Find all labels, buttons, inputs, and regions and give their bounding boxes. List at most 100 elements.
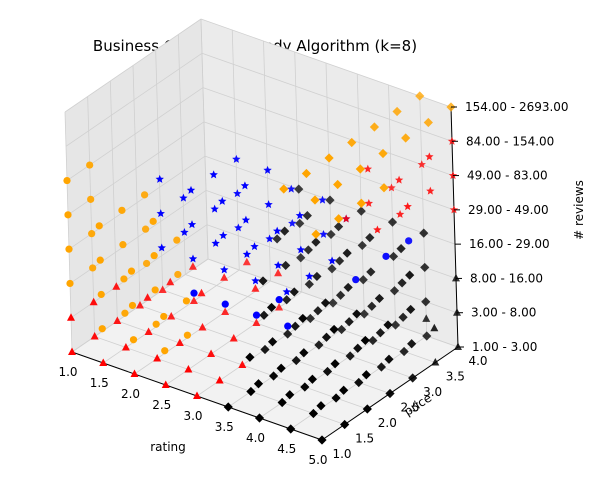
point-black [311,237,321,247]
point-orange [150,252,158,260]
reviews-tick-label: 154.00 - 2693.00 [465,100,569,114]
point-blue [220,265,229,274]
point-black [266,302,277,313]
point-black [398,312,408,322]
reviews-tick-label: 16.00 - 29.00 [469,237,550,251]
point-red-star [425,152,434,161]
point-orange [129,336,138,344]
point-black [339,385,349,395]
reviews-gridline [201,52,453,142]
point-blue [327,256,337,265]
point-red-star [387,183,396,192]
point-blue [305,271,314,280]
point-red [275,303,284,311]
point-blue [155,174,164,183]
point-red-star [403,202,412,211]
point-orange [66,279,74,288]
point-orange-diamond [378,148,388,159]
point-black [333,222,344,232]
price-gridline [64,111,73,353]
point-orange [95,222,103,230]
point-black [294,184,304,194]
point-black [405,270,415,280]
point-black [282,295,292,305]
point-black [321,332,332,342]
point-blue [282,287,291,296]
point-red [161,380,170,388]
point-black [313,306,323,316]
point-blue-circle [382,252,390,260]
point-blue [264,200,273,209]
point-blue [273,260,283,269]
point-red [153,354,162,362]
point-black [325,195,335,205]
point-black [314,340,324,350]
point-blue [209,170,218,179]
point-orange [174,270,182,279]
point-blue [265,234,274,243]
point-orange-diamond [311,229,321,239]
point-blue-circle [252,311,261,319]
point-blue [211,238,220,247]
point-blue [233,189,242,198]
point-red [184,365,193,373]
point-orange [65,245,73,253]
rating-gridline [356,73,365,315]
point-black [419,228,429,238]
point-black [245,352,255,362]
point-black-triangle [431,358,440,366]
point-black [331,393,341,403]
reviews-gridline [200,18,452,108]
point-black [268,371,279,381]
point-red-star [426,186,435,195]
point-black [357,240,367,251]
rating-gridline [231,29,240,271]
reviews-tick-label: 49.00 - 83.00 [467,169,548,183]
point-orange [120,275,128,283]
point-blue [295,211,305,220]
point-red [215,376,224,384]
point-orange-diamond [279,184,289,194]
price-tick-label: 2.5 [400,401,419,415]
point-blue [240,181,250,190]
point-black [340,419,350,430]
point-orange [127,267,136,275]
point-black [254,413,265,423]
point-blue-circle [190,289,198,297]
point-orange [89,264,97,272]
point-red [90,332,99,340]
point-blue [210,204,219,213]
point-blue [156,209,165,218]
point-red [158,285,167,293]
point-black-triangle [452,273,460,282]
reviews-gridline [64,18,202,113]
point-orange [121,309,129,317]
rating-gridline [325,62,334,304]
rating-gridline [388,84,396,326]
point-red [130,369,139,377]
point-red [188,262,197,270]
point-red-star [364,198,374,207]
point-red-star [394,175,404,184]
point-orange-diamond [333,179,343,190]
point-red-star [341,214,351,223]
point-orange [86,161,94,169]
point-black [408,373,418,383]
point-orange [88,230,96,238]
reviews-tick-label: 8.00 - 16.00 [470,271,543,285]
point-red [121,343,130,351]
rating-tick-label: 1.5 [90,376,109,390]
point-black [374,293,385,304]
point-orange [151,286,159,294]
point-black [298,313,308,324]
point-black [259,310,269,320]
point-blue [242,249,252,258]
point-orange-diamond [423,117,433,128]
point-black [296,253,306,263]
point-black [421,297,431,307]
point-black [328,298,338,308]
point-red [136,301,144,309]
rating-tick-label: 1.0 [58,365,77,379]
point-blue-circle [275,296,283,304]
point-black [375,328,386,338]
